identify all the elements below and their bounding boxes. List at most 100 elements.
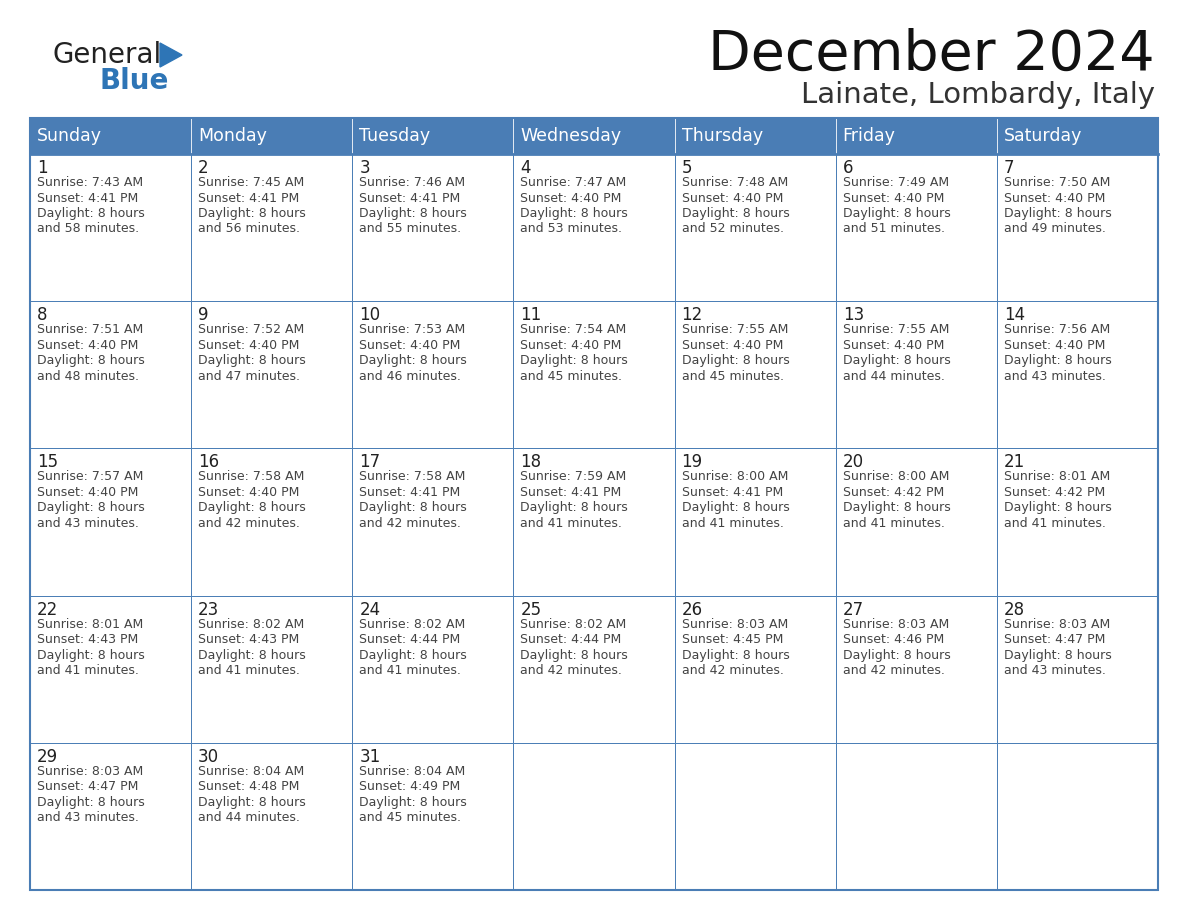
Text: Daylight: 8 hours: Daylight: 8 hours (520, 354, 628, 367)
Text: 16: 16 (198, 453, 220, 472)
Text: and 43 minutes.: and 43 minutes. (37, 812, 139, 824)
Bar (30, 154, 191, 301)
Text: 17: 17 (359, 453, 380, 472)
Bar (30, 743, 191, 890)
Text: Daylight: 8 hours: Daylight: 8 hours (198, 207, 305, 220)
Text: Daylight: 8 hours: Daylight: 8 hours (198, 796, 305, 809)
Text: 13: 13 (842, 307, 864, 324)
Bar (353, 154, 513, 301)
Text: Sunset: 4:43 PM: Sunset: 4:43 PM (198, 633, 299, 646)
Bar (675, 448, 835, 596)
Bar (353, 596, 513, 743)
Text: Daylight: 8 hours: Daylight: 8 hours (520, 501, 628, 514)
Text: Tuesday: Tuesday (359, 127, 430, 145)
Text: Daylight: 8 hours: Daylight: 8 hours (842, 649, 950, 662)
Text: and 42 minutes.: and 42 minutes. (359, 517, 461, 530)
Text: Daylight: 8 hours: Daylight: 8 hours (842, 207, 950, 220)
Bar (513, 596, 675, 743)
Text: Sunrise: 7:59 AM: Sunrise: 7:59 AM (520, 470, 627, 484)
Bar (835, 154, 997, 301)
Text: Daylight: 8 hours: Daylight: 8 hours (359, 354, 467, 367)
Text: Sunset: 4:49 PM: Sunset: 4:49 PM (359, 780, 461, 793)
Text: Sunrise: 7:58 AM: Sunrise: 7:58 AM (198, 470, 304, 484)
Text: 20: 20 (842, 453, 864, 472)
Text: Sunrise: 7:49 AM: Sunrise: 7:49 AM (842, 176, 949, 189)
Text: Sunset: 4:40 PM: Sunset: 4:40 PM (359, 339, 461, 352)
Bar (513, 154, 675, 301)
Text: Sunset: 4:42 PM: Sunset: 4:42 PM (1004, 486, 1105, 498)
Text: and 47 minutes.: and 47 minutes. (198, 370, 301, 383)
Text: and 41 minutes.: and 41 minutes. (359, 664, 461, 677)
Text: 26: 26 (682, 600, 702, 619)
Text: Sunrise: 7:48 AM: Sunrise: 7:48 AM (682, 176, 788, 189)
Text: and 46 minutes.: and 46 minutes. (359, 370, 461, 383)
Text: Sunset: 4:40 PM: Sunset: 4:40 PM (520, 339, 621, 352)
Text: 8: 8 (37, 307, 48, 324)
Text: Daylight: 8 hours: Daylight: 8 hours (520, 649, 628, 662)
Bar (513, 743, 675, 890)
Text: Daylight: 8 hours: Daylight: 8 hours (198, 649, 305, 662)
Bar (997, 118, 1158, 154)
Text: Daylight: 8 hours: Daylight: 8 hours (359, 501, 467, 514)
Text: Sunset: 4:40 PM: Sunset: 4:40 PM (1004, 339, 1105, 352)
Text: Daylight: 8 hours: Daylight: 8 hours (1004, 649, 1112, 662)
Bar (675, 118, 835, 154)
Text: Sunset: 4:41 PM: Sunset: 4:41 PM (359, 486, 461, 498)
Text: Sunrise: 8:02 AM: Sunrise: 8:02 AM (520, 618, 627, 631)
Text: Sunset: 4:41 PM: Sunset: 4:41 PM (682, 486, 783, 498)
Bar (30, 596, 191, 743)
Bar (191, 154, 353, 301)
Text: Sunrise: 7:45 AM: Sunrise: 7:45 AM (198, 176, 304, 189)
Text: Sunrise: 8:04 AM: Sunrise: 8:04 AM (198, 765, 304, 778)
Text: 22: 22 (37, 600, 58, 619)
Text: Sunset: 4:40 PM: Sunset: 4:40 PM (842, 339, 944, 352)
Text: and 53 minutes.: and 53 minutes. (520, 222, 623, 236)
Text: Sunset: 4:41 PM: Sunset: 4:41 PM (520, 486, 621, 498)
Text: 3: 3 (359, 159, 369, 177)
Text: Daylight: 8 hours: Daylight: 8 hours (1004, 207, 1112, 220)
Text: Sunrise: 7:46 AM: Sunrise: 7:46 AM (359, 176, 466, 189)
Bar (353, 448, 513, 596)
Bar (30, 301, 191, 448)
Text: Sunrise: 7:54 AM: Sunrise: 7:54 AM (520, 323, 627, 336)
Text: and 52 minutes.: and 52 minutes. (682, 222, 784, 236)
Bar (353, 301, 513, 448)
Text: and 41 minutes.: and 41 minutes. (37, 664, 139, 677)
Text: and 42 minutes.: and 42 minutes. (682, 664, 783, 677)
Text: Sunrise: 8:00 AM: Sunrise: 8:00 AM (842, 470, 949, 484)
Bar (997, 301, 1158, 448)
Text: Sunrise: 7:55 AM: Sunrise: 7:55 AM (842, 323, 949, 336)
Text: Wednesday: Wednesday (520, 127, 621, 145)
Text: 27: 27 (842, 600, 864, 619)
Text: Daylight: 8 hours: Daylight: 8 hours (198, 354, 305, 367)
Text: Sunrise: 8:03 AM: Sunrise: 8:03 AM (682, 618, 788, 631)
Text: Daylight: 8 hours: Daylight: 8 hours (37, 796, 145, 809)
Text: Sunset: 4:44 PM: Sunset: 4:44 PM (359, 633, 461, 646)
Bar (997, 154, 1158, 301)
Text: Lainate, Lombardy, Italy: Lainate, Lombardy, Italy (801, 81, 1155, 109)
Bar (30, 118, 191, 154)
Text: and 43 minutes.: and 43 minutes. (1004, 664, 1106, 677)
Text: 21: 21 (1004, 453, 1025, 472)
Text: Daylight: 8 hours: Daylight: 8 hours (682, 501, 789, 514)
Bar (835, 301, 997, 448)
Text: Sunrise: 8:04 AM: Sunrise: 8:04 AM (359, 765, 466, 778)
Text: Sunrise: 8:00 AM: Sunrise: 8:00 AM (682, 470, 788, 484)
Text: Sunrise: 7:43 AM: Sunrise: 7:43 AM (37, 176, 143, 189)
Text: December 2024: December 2024 (708, 28, 1155, 82)
Text: Sunrise: 7:47 AM: Sunrise: 7:47 AM (520, 176, 627, 189)
Text: Sunset: 4:40 PM: Sunset: 4:40 PM (1004, 192, 1105, 205)
Text: Daylight: 8 hours: Daylight: 8 hours (359, 649, 467, 662)
Text: Sunset: 4:48 PM: Sunset: 4:48 PM (198, 780, 299, 793)
Text: and 49 minutes.: and 49 minutes. (1004, 222, 1106, 236)
Text: Monday: Monday (198, 127, 267, 145)
Text: Sunrise: 8:02 AM: Sunrise: 8:02 AM (198, 618, 304, 631)
Text: 19: 19 (682, 453, 702, 472)
Text: Daylight: 8 hours: Daylight: 8 hours (359, 207, 467, 220)
Text: Daylight: 8 hours: Daylight: 8 hours (1004, 501, 1112, 514)
Text: and 41 minutes.: and 41 minutes. (842, 517, 944, 530)
Text: Daylight: 8 hours: Daylight: 8 hours (1004, 354, 1112, 367)
Text: Daylight: 8 hours: Daylight: 8 hours (37, 354, 145, 367)
Text: 11: 11 (520, 307, 542, 324)
Text: and 51 minutes.: and 51 minutes. (842, 222, 944, 236)
